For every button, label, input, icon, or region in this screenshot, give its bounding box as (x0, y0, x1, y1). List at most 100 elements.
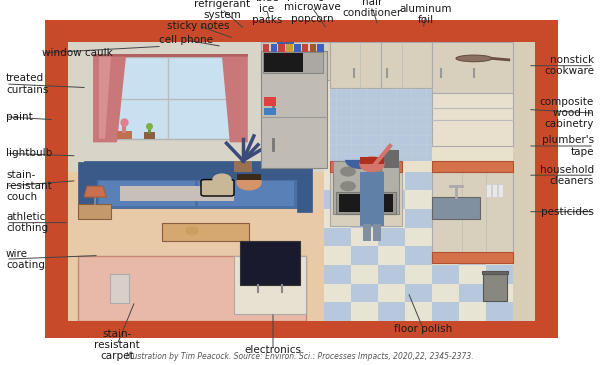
Polygon shape (120, 186, 234, 201)
Bar (351, 265, 378, 284)
Bar (351, 172, 378, 190)
Bar (378, 172, 405, 190)
Polygon shape (330, 88, 402, 161)
Text: stain-
resistant
carpet: stain- resistant carpet (94, 329, 140, 361)
Bar (405, 284, 432, 303)
Bar (271, 44, 277, 52)
Bar (405, 209, 432, 228)
Polygon shape (84, 186, 106, 197)
Bar (336, 192, 396, 214)
Bar (486, 209, 513, 228)
Bar (459, 284, 486, 303)
Bar (405, 303, 432, 321)
Text: wire
coating: wire coating (6, 249, 45, 270)
Polygon shape (324, 42, 535, 172)
Bar (324, 303, 351, 321)
Text: electronics: electronics (245, 345, 302, 356)
Bar (107, 57, 230, 139)
Circle shape (237, 175, 261, 190)
Polygon shape (297, 162, 312, 212)
Bar (378, 284, 405, 303)
Text: packaged
microwave
popcorn: packaged microwave popcorn (284, 0, 340, 23)
Text: composite
wood in
cabinetry: composite wood in cabinetry (540, 97, 594, 129)
Bar (378, 265, 405, 284)
Bar (378, 246, 405, 265)
Ellipse shape (456, 55, 492, 62)
Bar (378, 190, 405, 209)
Bar (405, 190, 432, 209)
Text: treated
curtains: treated curtains (6, 73, 49, 95)
Polygon shape (432, 161, 513, 172)
Bar (486, 190, 513, 209)
Bar (486, 284, 513, 303)
Polygon shape (162, 223, 249, 241)
Bar (486, 303, 513, 321)
Bar (45, 321, 558, 338)
Polygon shape (432, 197, 480, 219)
Polygon shape (110, 274, 129, 303)
Polygon shape (99, 181, 195, 206)
Polygon shape (384, 150, 399, 168)
Bar (302, 44, 308, 52)
Bar (351, 209, 378, 228)
Bar (78, 204, 111, 219)
Bar (324, 228, 351, 246)
Bar (492, 184, 497, 197)
Bar (333, 161, 399, 214)
Circle shape (360, 157, 384, 172)
Polygon shape (432, 93, 513, 146)
FancyBboxPatch shape (201, 180, 234, 196)
Polygon shape (234, 161, 252, 172)
Bar (264, 53, 303, 72)
Bar (378, 303, 405, 321)
Polygon shape (68, 42, 324, 172)
Bar (324, 284, 351, 303)
Polygon shape (432, 42, 513, 95)
Polygon shape (402, 88, 432, 161)
Bar (339, 194, 393, 212)
Text: household
cleaners: household cleaners (540, 165, 594, 186)
Text: paint: paint (6, 112, 33, 122)
Bar (535, 20, 558, 338)
Bar (405, 172, 432, 190)
Bar (432, 265, 459, 284)
Bar (459, 265, 486, 284)
Bar (432, 209, 459, 228)
Bar (432, 172, 459, 190)
Circle shape (341, 182, 355, 191)
Text: blue
ice
packs: blue ice packs (252, 0, 282, 25)
Bar (486, 184, 491, 197)
Bar (459, 303, 486, 321)
Polygon shape (234, 255, 306, 314)
Polygon shape (144, 132, 155, 139)
Polygon shape (93, 57, 126, 142)
Circle shape (186, 227, 198, 234)
Bar (310, 44, 316, 52)
Polygon shape (330, 161, 402, 172)
Bar (432, 303, 459, 321)
Bar (324, 190, 351, 209)
Bar (432, 246, 459, 265)
Polygon shape (78, 255, 306, 321)
Polygon shape (222, 57, 248, 142)
Text: Illustration by Tim Peacock. Source: Environ. Sci.: Processes Impacts, 2020,22, : Illustration by Tim Peacock. Source: Env… (126, 353, 474, 361)
Bar (278, 44, 285, 52)
Text: cell phone: cell phone (159, 35, 213, 45)
Bar (324, 246, 351, 265)
Text: window caulk: window caulk (42, 48, 113, 58)
Bar (405, 228, 432, 246)
Polygon shape (84, 161, 306, 179)
Bar (459, 172, 486, 190)
Polygon shape (78, 162, 96, 212)
Text: lightbulb: lightbulb (6, 148, 52, 158)
Bar (405, 265, 432, 284)
Bar (264, 108, 276, 115)
Text: athletic
clothing: athletic clothing (6, 212, 48, 233)
Polygon shape (237, 174, 261, 180)
Polygon shape (84, 179, 306, 208)
Bar (277, 38, 294, 44)
Bar (264, 97, 276, 106)
Text: nonstick
cookware: nonstick cookware (544, 55, 594, 76)
Bar (45, 20, 558, 42)
Bar (263, 52, 323, 73)
